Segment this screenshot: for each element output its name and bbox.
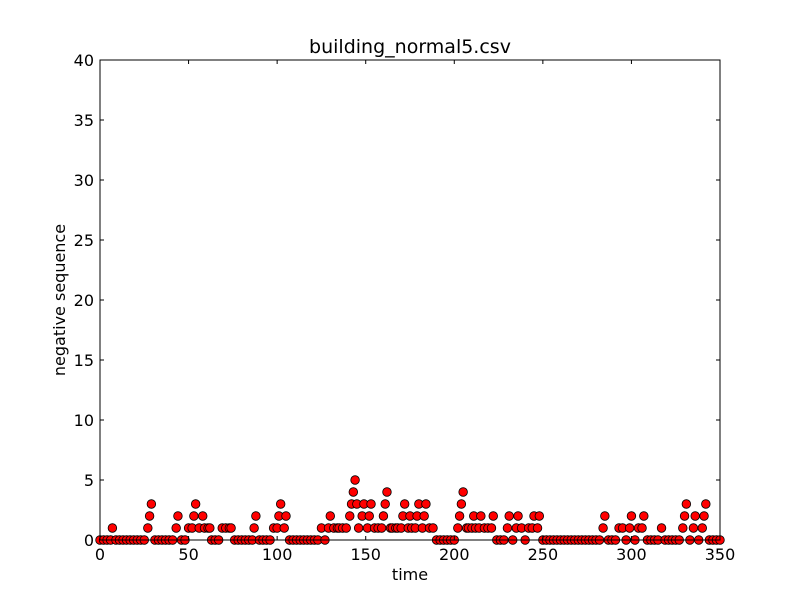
data-point <box>380 499 390 509</box>
data-point <box>458 487 468 497</box>
data-point <box>198 511 208 521</box>
y-tick-label: 10 <box>74 411 94 430</box>
x-tick-label: 100 <box>262 545 293 564</box>
x-tick-label: 250 <box>528 545 559 564</box>
data-point <box>532 523 543 533</box>
data-point <box>453 523 463 533</box>
data-point <box>598 523 608 533</box>
data-point <box>399 499 410 509</box>
data-point <box>171 523 181 533</box>
chart-title: building_normal5.csv <box>309 36 511 58</box>
y-tick-label: 0 <box>84 531 94 550</box>
ticks-layer: 0 50 100 150 200 250 300 350 0 5 10 15 20 25 30 35 40 <box>74 51 736 564</box>
y-tick-label: 20 <box>74 291 94 310</box>
data-point <box>600 511 610 521</box>
data-point <box>350 475 360 485</box>
data-point <box>226 523 236 533</box>
data-point <box>513 511 523 521</box>
data-point <box>679 511 690 521</box>
data-point <box>366 499 376 509</box>
y-axis-label: negative sequence <box>50 224 69 376</box>
x-axis-label: time <box>392 565 428 584</box>
data-point <box>249 523 259 533</box>
data-point <box>681 499 692 509</box>
data-point <box>421 499 431 509</box>
data-point <box>456 499 467 509</box>
data-point <box>205 523 215 533</box>
data-point <box>348 487 359 497</box>
data-point <box>504 511 514 521</box>
data-point <box>107 523 118 533</box>
y-tick-label: 5 <box>84 471 94 490</box>
data-point <box>428 523 438 533</box>
data-point <box>364 511 374 521</box>
data-point <box>189 511 199 521</box>
data-point <box>353 523 364 533</box>
data-point <box>656 523 667 533</box>
data-point <box>534 511 545 521</box>
data-point <box>251 511 261 521</box>
data-point <box>626 511 637 521</box>
y-tick-label: 15 <box>74 351 94 370</box>
data-point <box>345 511 355 521</box>
data-point <box>502 523 513 533</box>
data-point <box>697 523 707 533</box>
plot-frame <box>99 59 721 541</box>
data-point <box>144 511 155 521</box>
data-point <box>624 523 635 533</box>
x-tick-label: 50 <box>178 545 198 564</box>
data-point <box>701 499 711 509</box>
y-tick-label: 25 <box>74 231 94 250</box>
data-point <box>678 523 688 533</box>
data-point <box>275 499 286 509</box>
data-point <box>279 523 289 533</box>
x-tick-label: 200 <box>439 545 470 564</box>
data-point <box>341 523 351 533</box>
data-point <box>486 523 497 533</box>
data-point <box>639 511 649 521</box>
y-tick-label: 40 <box>74 51 94 70</box>
data-point <box>688 523 699 533</box>
data-point <box>488 511 498 521</box>
data-point <box>173 511 183 521</box>
data-point <box>382 487 392 497</box>
plot-area <box>100 60 720 540</box>
y-tick-label: 30 <box>74 171 94 190</box>
data-point <box>146 499 157 509</box>
data-point <box>325 511 335 521</box>
x-tick-label: 150 <box>350 545 381 564</box>
x-tick-label: 0 <box>95 545 105 564</box>
data-point <box>190 499 201 509</box>
data-point <box>378 511 389 521</box>
x-tick-label: 300 <box>616 545 647 564</box>
data-point <box>637 523 647 533</box>
data-point <box>699 511 709 521</box>
data-point <box>690 511 700 521</box>
data-point <box>419 511 429 521</box>
data-point <box>476 511 486 521</box>
data-point <box>281 511 291 521</box>
data-point <box>454 511 465 521</box>
y-tick-label: 35 <box>74 111 94 130</box>
data-point <box>143 523 153 533</box>
x-tick-label: 350 <box>705 545 736 564</box>
data-point <box>376 523 387 533</box>
